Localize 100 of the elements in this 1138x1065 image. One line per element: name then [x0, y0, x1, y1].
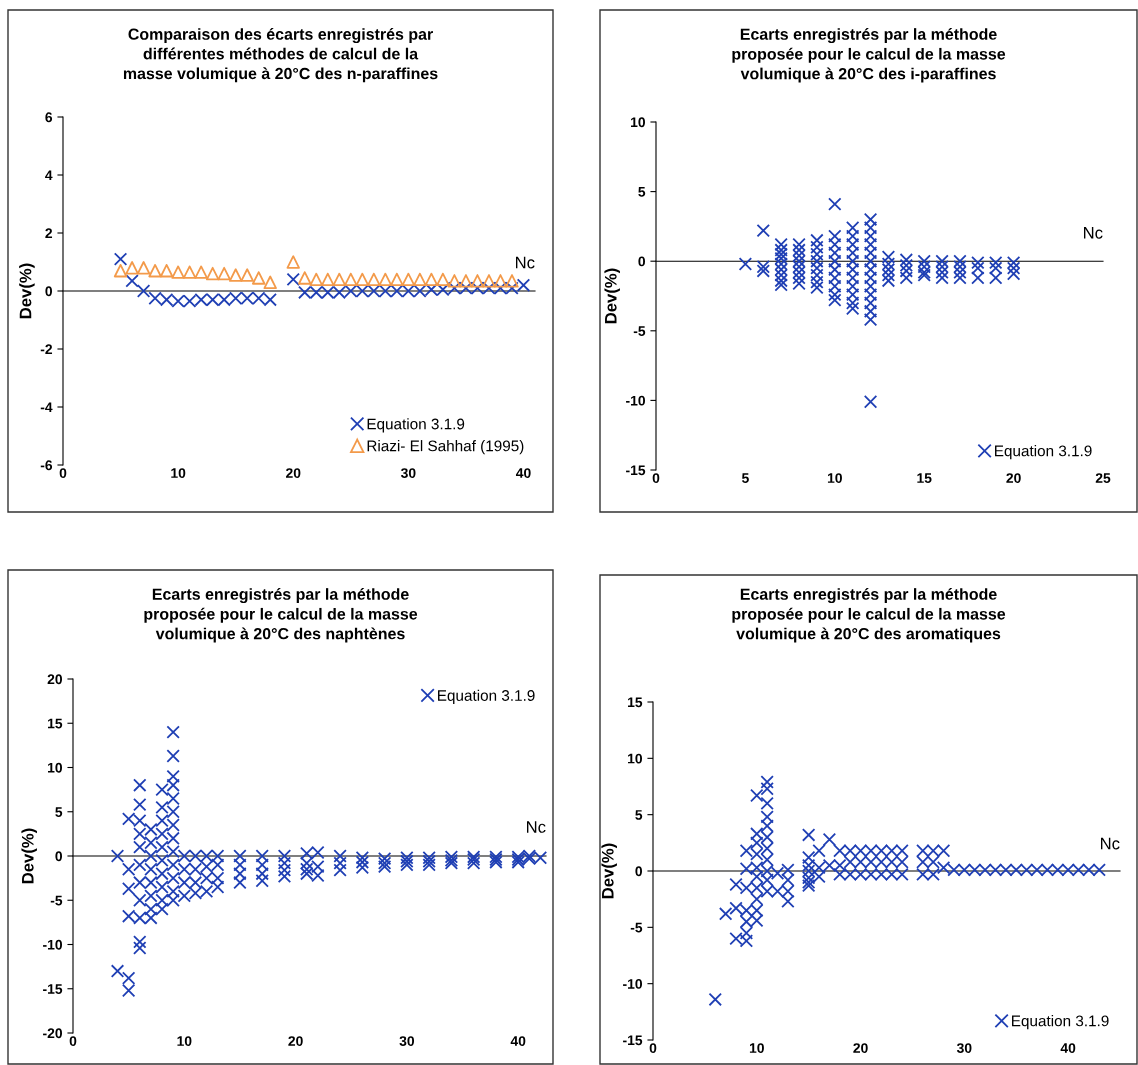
- x-tick-label: 30: [399, 1036, 415, 1046]
- point: [125, 274, 139, 288]
- point: [436, 272, 450, 287]
- legend-label: Equation 3.1.9: [438, 689, 535, 704]
- point: [459, 274, 473, 288]
- point: [217, 266, 231, 281]
- point: [286, 255, 300, 269]
- y-tick-label: 5: [635, 810, 643, 820]
- y-tick-label: 6: [45, 112, 53, 123]
- point: [470, 274, 485, 288]
- x-axis-title: Nc: [527, 821, 546, 833]
- point: [378, 272, 393, 287]
- point: [355, 272, 370, 287]
- x-tick-label: 25: [1095, 473, 1111, 483]
- x-tick-label: 20: [1006, 473, 1021, 483]
- point: [113, 263, 128, 278]
- x-tick-label: 15: [917, 473, 932, 483]
- point: [125, 261, 139, 275]
- y-tick-label: 0: [635, 866, 643, 877]
- y-tick-label: -15: [43, 984, 63, 994]
- point: [344, 272, 358, 287]
- x-tick-label: 40: [510, 1036, 526, 1046]
- x-tick-label: 10: [177, 1036, 192, 1046]
- y-tick-label: -15: [623, 1035, 643, 1046]
- chart-title: Ecarts enregistrés par la méthode proposée pour le calcul de la masse volumique à 20°C des aromatiques: [732, 588, 1006, 643]
- point: [263, 275, 277, 290]
- y-tick-label: 10: [628, 753, 643, 764]
- legend-label: Riazi- El Sahhaf (1995): [367, 440, 524, 455]
- y-tick-label: -2: [40, 344, 53, 355]
- y-tick-label: -10: [626, 395, 646, 406]
- x-axis-title: Nc: [1101, 837, 1120, 850]
- point: [321, 272, 335, 287]
- y-tick-label: 20: [47, 674, 63, 685]
- point: [136, 284, 151, 298]
- y-tick-label: -20: [43, 1028, 63, 1039]
- legend-label: Equation 3.1.9: [1012, 1015, 1109, 1030]
- point: [493, 274, 508, 288]
- point: [159, 263, 174, 278]
- point: [148, 263, 162, 278]
- point: [240, 268, 254, 282]
- point: [171, 265, 185, 279]
- y-tick-label: 15: [48, 718, 63, 729]
- x-tick-label: 10: [827, 473, 842, 483]
- point: [332, 272, 347, 287]
- x-tick-label: 30: [956, 1043, 972, 1053]
- y-axis-title: Dev(%): [601, 843, 617, 899]
- y-tick-label: -5: [630, 922, 643, 933]
- y-tick-label: 10: [48, 762, 63, 773]
- y-axis-title: Dev(%): [21, 828, 37, 884]
- y-tick-label: 0: [638, 256, 646, 267]
- y-tick-label: 2: [45, 228, 53, 239]
- y-tick-label: -10: [43, 939, 63, 950]
- point: [401, 272, 416, 287]
- legend-label: Equation 3.1.9: [995, 445, 1092, 460]
- point: [205, 266, 220, 281]
- x-tick-label: 30: [400, 468, 416, 478]
- x-tick-label: 40: [515, 468, 531, 478]
- y-tick-label: 0: [55, 851, 63, 862]
- point: [182, 265, 197, 279]
- chart-title: Comparaison des écarts enregistrés par différentes méthodes de calcul de la masse volumique à 20°C des n-paraffines: [123, 28, 438, 83]
- point: [194, 265, 208, 279]
- chart-title: Ecarts enregistrés par la méthode proposée pour le calcul de la masse volumique à 20°C des i-paraffines: [732, 28, 1006, 83]
- point: [505, 274, 519, 288]
- point: [482, 274, 496, 288]
- y-tick-label: -10: [623, 979, 643, 989]
- point: [136, 261, 151, 275]
- y-tick-label: 10: [631, 117, 646, 128]
- x-tick-label: 10: [749, 1043, 764, 1053]
- y-tick-label: 15: [628, 697, 643, 708]
- point: [113, 252, 128, 266]
- point: [251, 271, 266, 285]
- x-tick-label: 5: [741, 473, 749, 483]
- point: [447, 274, 462, 288]
- point: [424, 272, 439, 287]
- chart-title: Ecarts enregistrés par la méthode proposée pour le calcul de la masse volumique à 20°C des naphtènes: [144, 588, 418, 643]
- x-tick-label: 0: [69, 1036, 77, 1046]
- point: [413, 272, 427, 287]
- y-tick-label: -5: [50, 895, 63, 906]
- point: [390, 272, 404, 287]
- y-tick-label: 0: [45, 286, 53, 297]
- y-tick-label: -5: [633, 326, 646, 336]
- x-axis-title: Nc: [516, 256, 535, 269]
- x-tick-label: 20: [853, 1043, 868, 1053]
- x-tick-label: 20: [286, 468, 301, 478]
- legend-label: Equation 3.1.9: [367, 418, 465, 433]
- y-axis-title: Dev(%): [19, 263, 35, 319]
- x-axis-title: Nc: [1084, 227, 1103, 239]
- y-tick-label: -15: [626, 465, 646, 476]
- point: [367, 272, 381, 287]
- x-tick-label: 20: [288, 1036, 303, 1046]
- x-tick-label: 40: [1060, 1043, 1076, 1053]
- point: [309, 272, 323, 287]
- x-tick-label: 0: [652, 473, 660, 483]
- point: [228, 268, 243, 282]
- x-tick-label: 10: [171, 468, 186, 478]
- point: [286, 272, 300, 287]
- y-tick-label: -4: [40, 402, 53, 413]
- y-tick-label: 5: [55, 807, 63, 817]
- y-tick-label: 5: [638, 187, 646, 197]
- x-tick-label: 0: [649, 1043, 657, 1053]
